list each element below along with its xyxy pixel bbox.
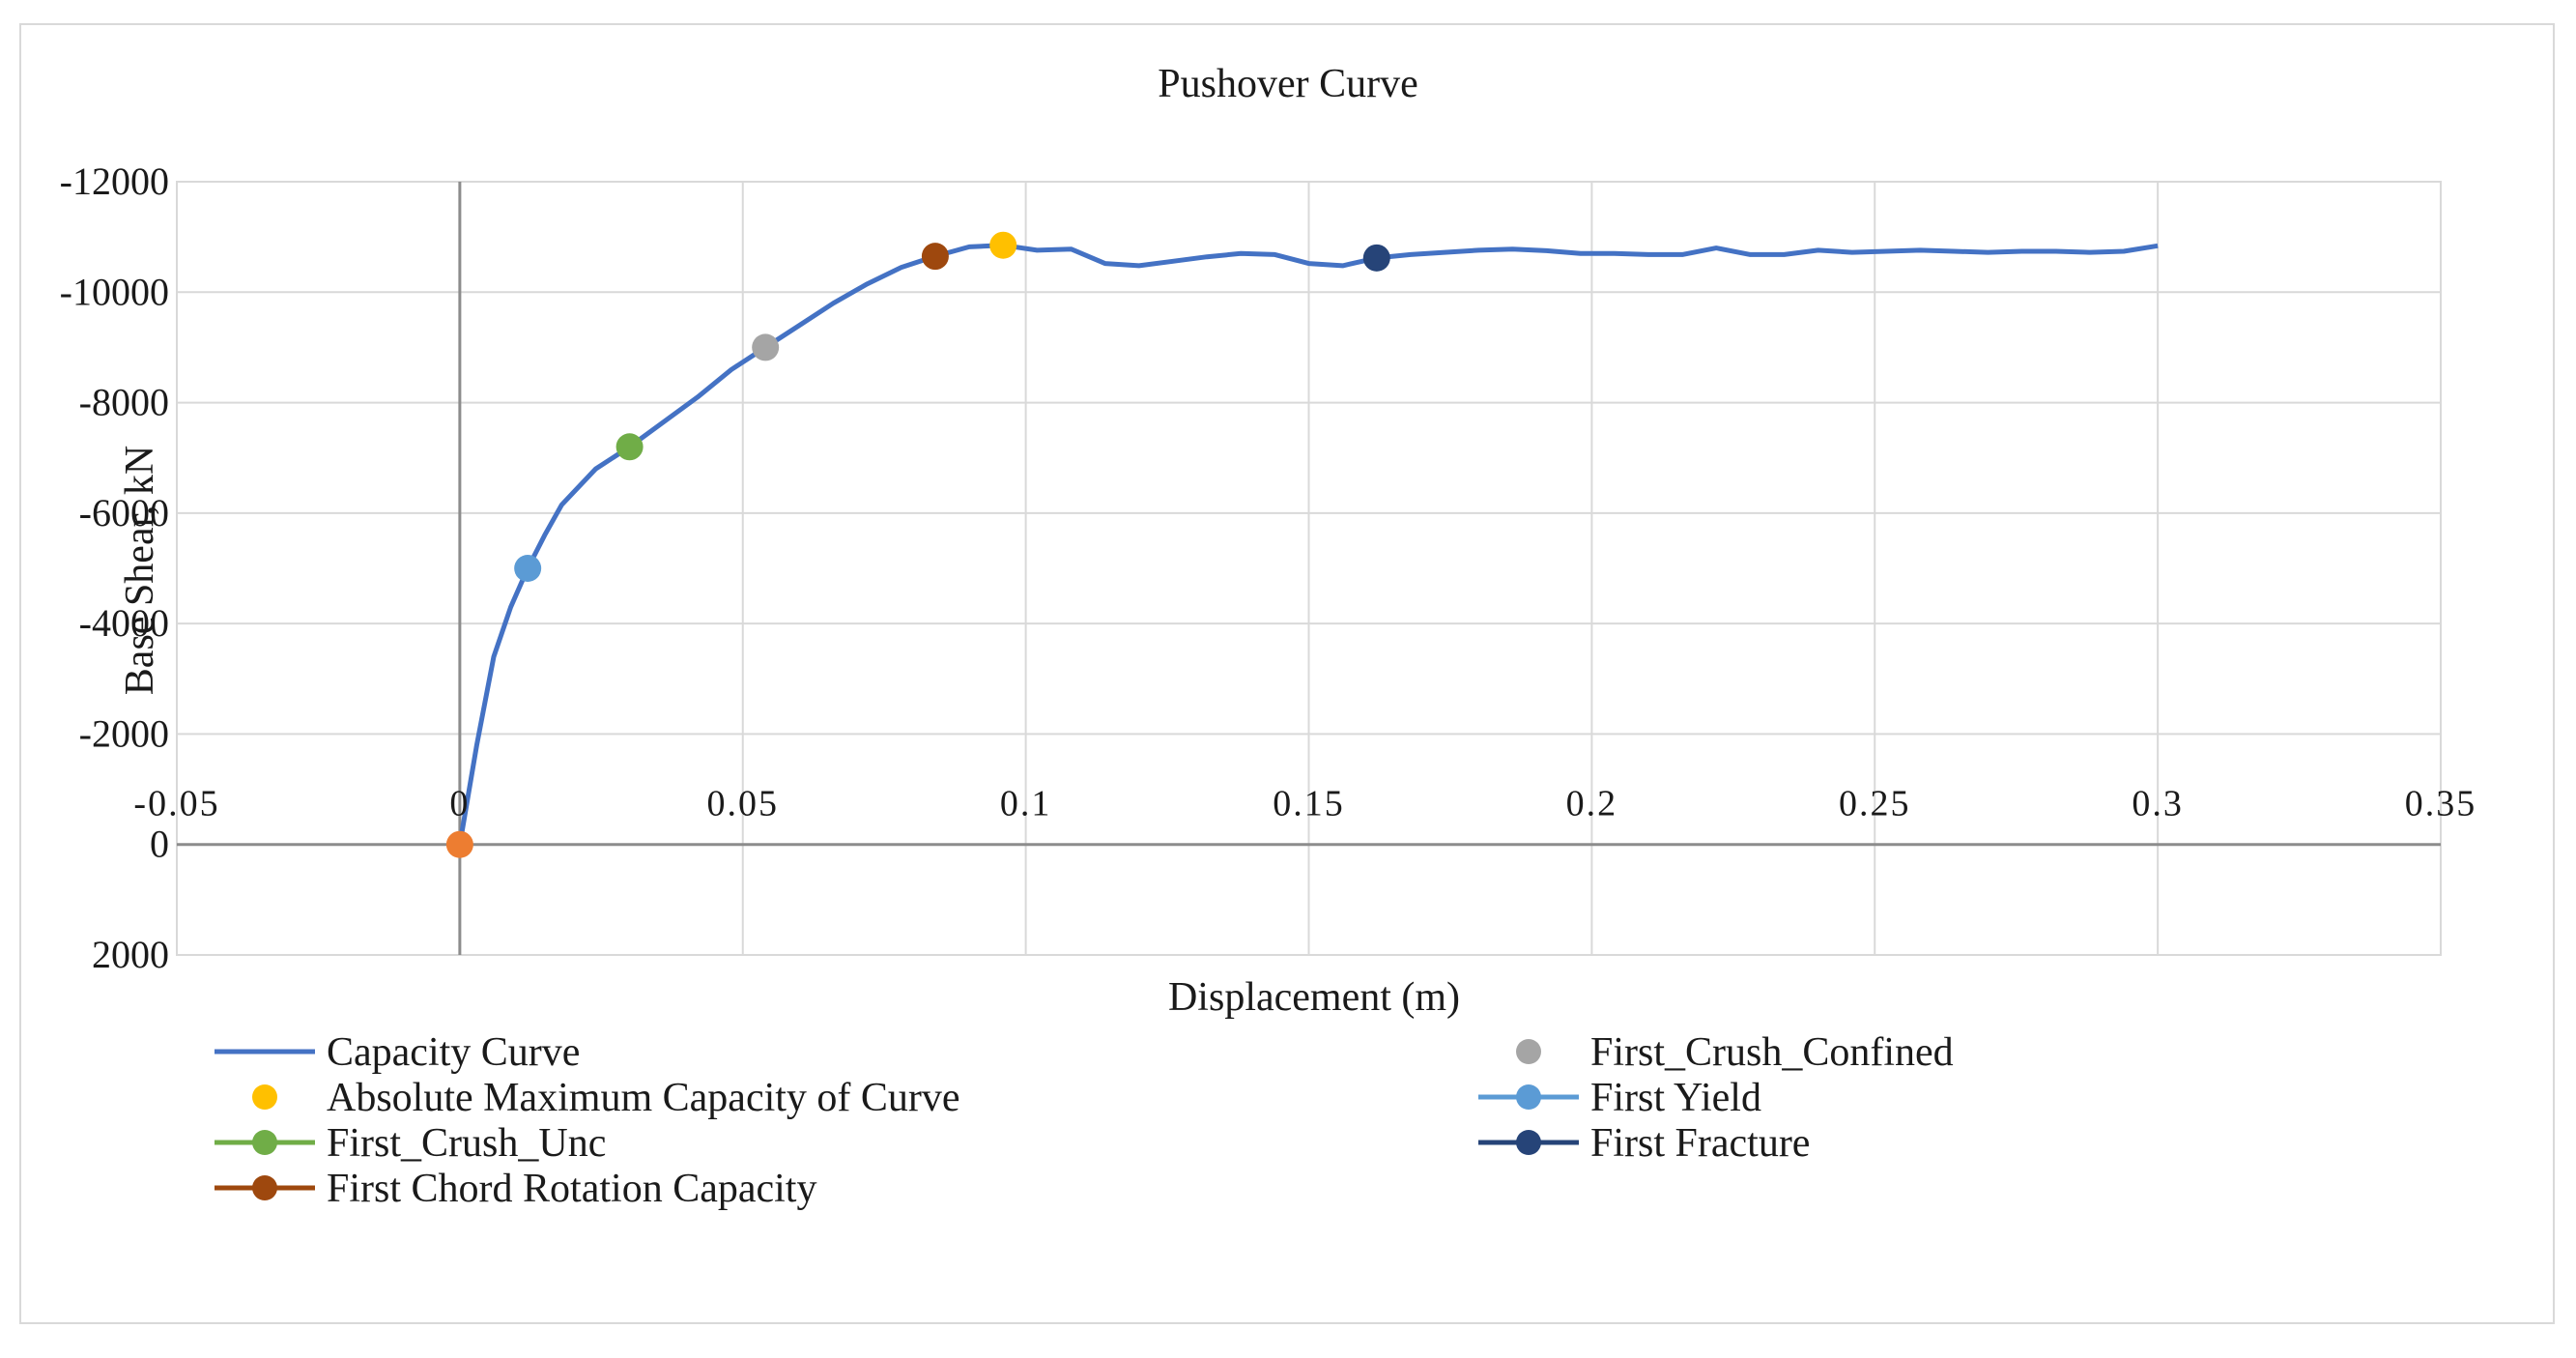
x-tick-label: -0.05 [133,784,219,824]
y-tick-label: -2000 [79,711,169,755]
x-tick-label: 0.35 [2405,784,2477,824]
y-tick-label: 2000 [92,933,169,976]
grid [176,181,2442,956]
x-tick-label: 0.25 [1839,784,1911,824]
y-tick-label: -6000 [79,491,169,535]
legend-label: Capacity Curve [327,1030,580,1075]
first-yield-point [514,555,542,582]
x-tick-label: 0.2 [1566,784,1618,824]
legend-label: First_Crush_Unc [327,1121,606,1166]
chart-title: Pushover Curve [1158,62,1417,106]
absolute-maximum-capacity-of-curve-point [989,231,1017,259]
legend-swatch-marker [1516,1130,1541,1155]
axes [177,182,2441,955]
y-tick-label: -12000 [60,159,169,203]
legend-item: First Chord Rotation Capacity [215,1167,816,1211]
legend-label: First Yield [1590,1076,1761,1120]
legend-swatch-marker [252,1175,277,1200]
legend-swatch-marker [252,1130,277,1155]
legend-item: Capacity Curve [215,1030,580,1075]
capacity-curve-line [457,243,2159,846]
x-tick-label: 0 [449,784,470,824]
y-tick-label: -8000 [79,381,169,424]
y-tick-label: -4000 [79,601,169,645]
legend-swatch-marker [252,1084,277,1110]
tick-labels: -12000 -10000 -8000 -6000 -4000 -2000 0 2000 -0.… [60,159,2477,976]
legend-item: First Yield [1478,1076,1761,1120]
y-tick-label: -10000 [60,270,169,313]
legend-item: First Fracture [1478,1121,1810,1166]
legend: Capacity Curve First_Crush_Confined Absolu… [215,1030,1954,1211]
y-tick-label: 0 [150,823,169,866]
legend-label: First_Crush_Confined [1590,1030,1954,1075]
legend-item: First_Crush_Confined [1516,1030,1954,1075]
y-axis-label: Base Shear, kN [118,446,162,695]
x-tick-label: 0.1 [1000,784,1052,824]
first-crush-unc-point [615,433,644,461]
x-tick-label: 0.15 [1273,784,1345,824]
legend-label: Absolute Maximum Capacity of Curve [327,1076,960,1120]
origin-point [445,830,473,858]
legend-swatch-marker [1516,1039,1541,1064]
legend-swatch-marker [1516,1084,1541,1110]
first-fracture-point [1362,244,1390,272]
legend-label: First Chord Rotation Capacity [327,1167,816,1211]
chart-frame [19,23,2555,1324]
first-crush-confined-point [752,333,780,361]
legend-item: Absolute Maximum Capacity of Curve [252,1076,960,1120]
plot-area [445,231,2159,858]
x-tick-label: 0.3 [2132,784,2184,824]
x-tick-label: 0.05 [707,784,780,824]
legend-item: First_Crush_Unc [215,1121,606,1166]
first-chord-rotation-capacity-point [921,243,949,271]
legend-label: First Fracture [1590,1121,1810,1166]
x-axis-label: Displacement (m) [1168,975,1460,1020]
